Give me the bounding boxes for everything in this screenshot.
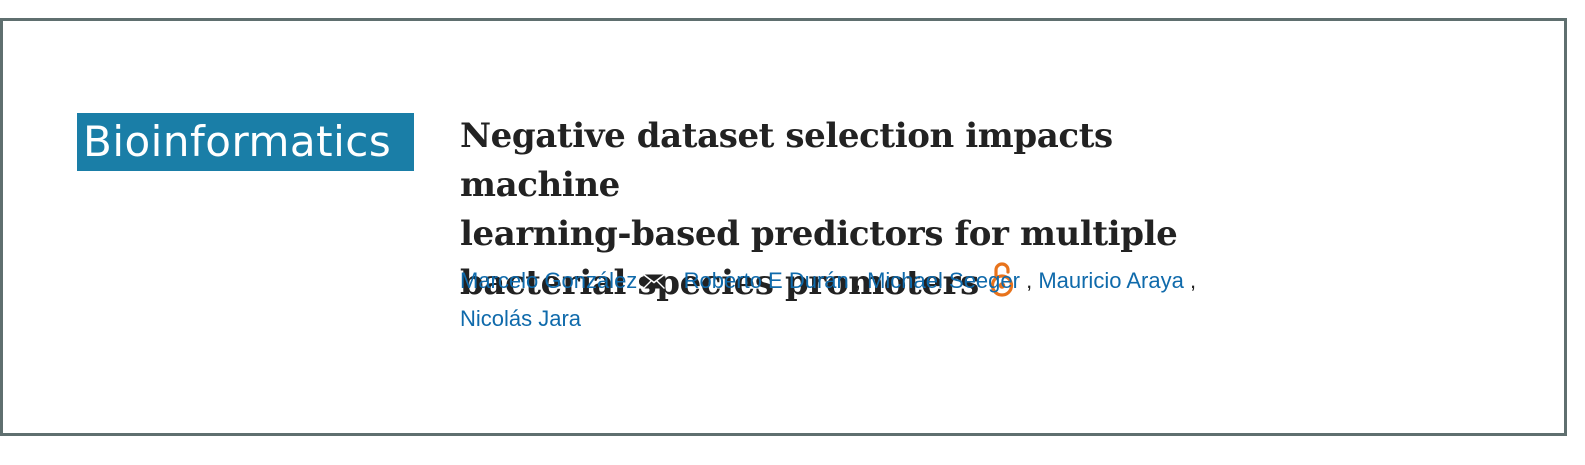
author-separator: , — [665, 268, 684, 293]
title-line-3: bacterial species promoters — [460, 263, 979, 303]
article-title: Negative dataset selection impacts machi… — [460, 112, 1250, 308]
author-separator: , — [1019, 268, 1039, 293]
author-link-gonzalez[interactable]: Marcelo González — [460, 268, 638, 293]
author-link-duran[interactable]: Roberto E Durán — [683, 268, 849, 293]
author-separator: , — [848, 268, 868, 293]
open-access-lock-icon — [989, 260, 1015, 298]
title-line-1: Negative dataset selection impacts machi… — [460, 116, 1113, 205]
author-link-araya[interactable]: Mauricio Araya — [1038, 268, 1184, 293]
author-list: Marcelo González , Roberto E Durán , Mic… — [460, 262, 1260, 338]
title-line-2: learning-based predictors for multiple — [460, 214, 1178, 254]
article-header-frame — [0, 18, 1567, 436]
author-link-jara[interactable]: Nicolás Jara — [460, 306, 582, 331]
author-link-seeger[interactable]: Michael Seeger — [867, 268, 1020, 293]
envelope-icon[interactable] — [643, 263, 666, 289]
author-separator: , — [1183, 268, 1197, 293]
journal-logo[interactable]: Bioinformatics — [77, 113, 414, 171]
journal-name: Bioinformatics — [83, 117, 392, 166]
